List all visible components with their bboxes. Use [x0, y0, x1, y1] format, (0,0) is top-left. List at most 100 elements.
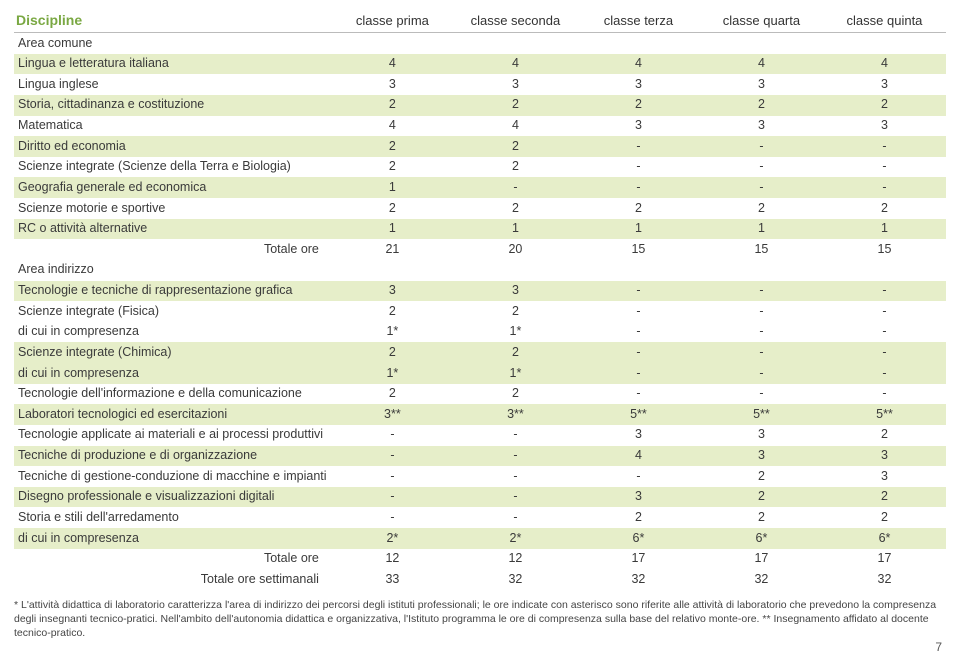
cell: 3: [577, 487, 700, 508]
cell: 2: [700, 487, 823, 508]
table-row: di cui in compresenza1*1*---: [14, 322, 946, 343]
cell: 1: [331, 177, 454, 198]
table-row: di cui in compresenza2*2*6*6*6*: [14, 528, 946, 549]
cell: 2: [700, 507, 823, 528]
row-label: Totale ore settimanali: [14, 569, 331, 590]
table-row: Disegno professionale e visualizzazioni …: [14, 487, 946, 508]
cell: 2: [331, 198, 454, 219]
cell: -: [454, 446, 577, 467]
cell: 2: [331, 384, 454, 405]
cell: 3: [454, 281, 577, 302]
cell: [577, 33, 700, 54]
row-label: Geografia generale ed economica: [14, 177, 331, 198]
table-row: Matematica44333: [14, 116, 946, 137]
cell: -: [700, 177, 823, 198]
cell: [331, 260, 454, 281]
table-row: Scienze integrate (Scienze della Terra e…: [14, 157, 946, 178]
cell: 2: [700, 95, 823, 116]
cell: 2: [454, 301, 577, 322]
cell: 2: [331, 301, 454, 322]
table-row: Scienze integrate (Chimica)22---: [14, 342, 946, 363]
row-label: Diritto ed economia: [14, 136, 331, 157]
row-label: Scienze integrate (Fisica): [14, 301, 331, 322]
cell: -: [823, 363, 946, 384]
cell: 4: [331, 54, 454, 75]
header-col: classe terza: [577, 8, 700, 33]
row-label: di cui in compresenza: [14, 363, 331, 384]
cell: 15: [823, 239, 946, 260]
row-label: di cui in compresenza: [14, 322, 331, 343]
cell: 5**: [577, 404, 700, 425]
cell: 21: [331, 239, 454, 260]
cell: 5**: [700, 404, 823, 425]
cell: [700, 260, 823, 281]
cell: -: [823, 281, 946, 302]
cell: -: [700, 157, 823, 178]
row-label: Disegno professionale e visualizzazioni …: [14, 487, 331, 508]
table-row: Storia, cittadinanza e costituzione22222: [14, 95, 946, 116]
cell: 12: [331, 549, 454, 570]
cell: -: [454, 466, 577, 487]
cell: -: [331, 487, 454, 508]
row-label: Area comune: [14, 33, 331, 54]
cell: 3: [331, 281, 454, 302]
cell: 3: [700, 425, 823, 446]
discipline-table: Discipline classe prima classe seconda c…: [14, 8, 946, 590]
cell: 2*: [331, 528, 454, 549]
cell: 1*: [331, 363, 454, 384]
table-row: Tecnologie dell'informazione e della com…: [14, 384, 946, 405]
cell: 1*: [454, 363, 577, 384]
row-label: Matematica: [14, 116, 331, 137]
cell: 2: [577, 507, 700, 528]
cell: [823, 260, 946, 281]
cell: 15: [700, 239, 823, 260]
footnote-text: * L'attività didattica di laboratorio ca…: [14, 598, 946, 641]
cell: 3: [577, 425, 700, 446]
cell: 2: [454, 342, 577, 363]
cell: -: [331, 466, 454, 487]
cell: -: [454, 507, 577, 528]
cell: -: [823, 342, 946, 363]
cell: -: [700, 363, 823, 384]
cell: 3: [454, 74, 577, 95]
page-number: 7: [935, 640, 942, 654]
cell: 1: [823, 219, 946, 240]
cell: -: [331, 425, 454, 446]
cell: 3**: [331, 404, 454, 425]
cell: -: [577, 342, 700, 363]
table-row: Scienze motorie e sportive22222: [14, 198, 946, 219]
cell: 2: [454, 157, 577, 178]
cell: -: [577, 136, 700, 157]
cell: 4: [823, 54, 946, 75]
cell: -: [700, 136, 823, 157]
row-label: Totale ore: [14, 549, 331, 570]
cell: 2: [331, 136, 454, 157]
table-row: Totale ore settimanali3332323232: [14, 569, 946, 590]
row-label: Storia, cittadinanza e costituzione: [14, 95, 331, 116]
cell: -: [700, 384, 823, 405]
cell: 4: [454, 54, 577, 75]
cell: -: [454, 177, 577, 198]
cell: 17: [700, 549, 823, 570]
row-label: Scienze integrate (Chimica): [14, 342, 331, 363]
cell: 2: [823, 507, 946, 528]
table-row: Diritto ed economia22---: [14, 136, 946, 157]
cell: [700, 33, 823, 54]
cell: -: [700, 301, 823, 322]
cell: 2: [454, 95, 577, 116]
cell: 2: [823, 487, 946, 508]
cell: 32: [823, 569, 946, 590]
cell: 4: [577, 54, 700, 75]
cell: 17: [823, 549, 946, 570]
row-label: Totale ore: [14, 239, 331, 260]
cell: -: [577, 466, 700, 487]
cell: 5**: [823, 404, 946, 425]
cell: -: [331, 507, 454, 528]
cell: 32: [700, 569, 823, 590]
cell: [454, 260, 577, 281]
cell: 6*: [577, 528, 700, 549]
cell: 1: [454, 219, 577, 240]
table-row: Area indirizzo: [14, 260, 946, 281]
table-row: Lingua e letteratura italiana44444: [14, 54, 946, 75]
row-label: Tecnologie e tecniche di rappresentazion…: [14, 281, 331, 302]
